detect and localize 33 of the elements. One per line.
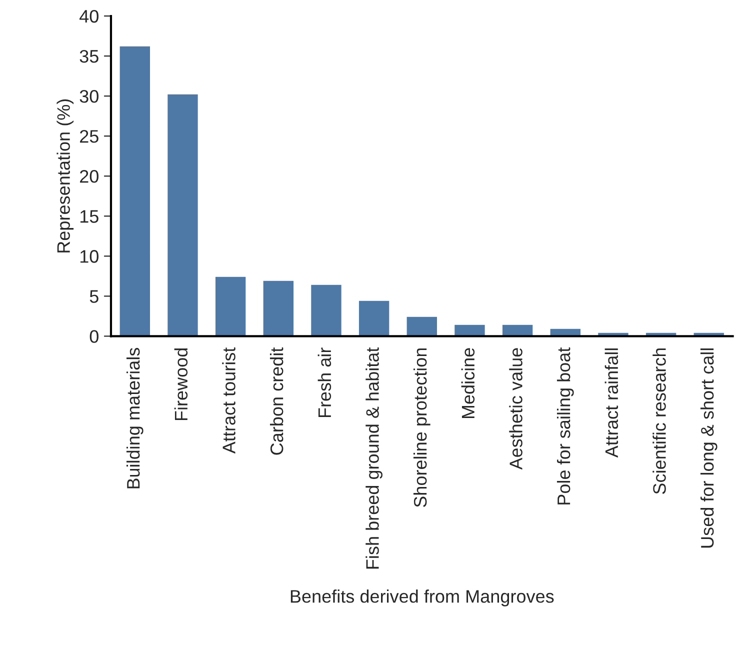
x-tick-label: Carbon credit [270, 347, 284, 455]
x-tick-label: Scientific research [652, 348, 666, 494]
x-tick-label: Fresh air [318, 348, 332, 418]
bar [214, 275, 248, 336]
x-tick-label: Medicine [461, 348, 475, 418]
bar [262, 279, 295, 336]
x-tick-label: Shoreline protection [413, 348, 430, 508]
bar [118, 44, 152, 336]
x-tick-label: Aesthetic value [509, 348, 522, 470]
x-tick-label: Pole for sailing boat [556, 347, 574, 504]
y-tick-label: 25 [80, 130, 98, 143]
bar [358, 299, 391, 336]
y-tick-label: 5 [90, 290, 98, 303]
x-tick-label: Attract tourist [222, 347, 236, 454]
bar [453, 323, 486, 336]
x-axis-title: Benefits derived from Mangroves [290, 590, 554, 606]
bar [405, 315, 438, 336]
y-tick-label: 0 [90, 330, 98, 343]
y-tick-label: 35 [80, 50, 98, 63]
y-tick-label: 20 [80, 170, 98, 183]
y-axis-title: Representation (%) [56, 99, 74, 252]
x-tick-label: Used for long & short call [700, 348, 718, 548]
bar [501, 323, 534, 336]
x-tick-label: Attract rainfall [604, 348, 618, 458]
y-tick-label: 15 [80, 210, 98, 223]
x-tick-label: Building materials [126, 348, 144, 488]
y-tick-label: 40 [80, 10, 98, 23]
x-tick-label: Fish breed ground & habitat [366, 347, 382, 569]
x-tick-label: Firewood [174, 348, 188, 420]
bar [310, 283, 343, 336]
y-tick-label: 30 [80, 90, 98, 103]
bar [166, 92, 200, 336]
y-tick-label: 10 [80, 250, 98, 263]
